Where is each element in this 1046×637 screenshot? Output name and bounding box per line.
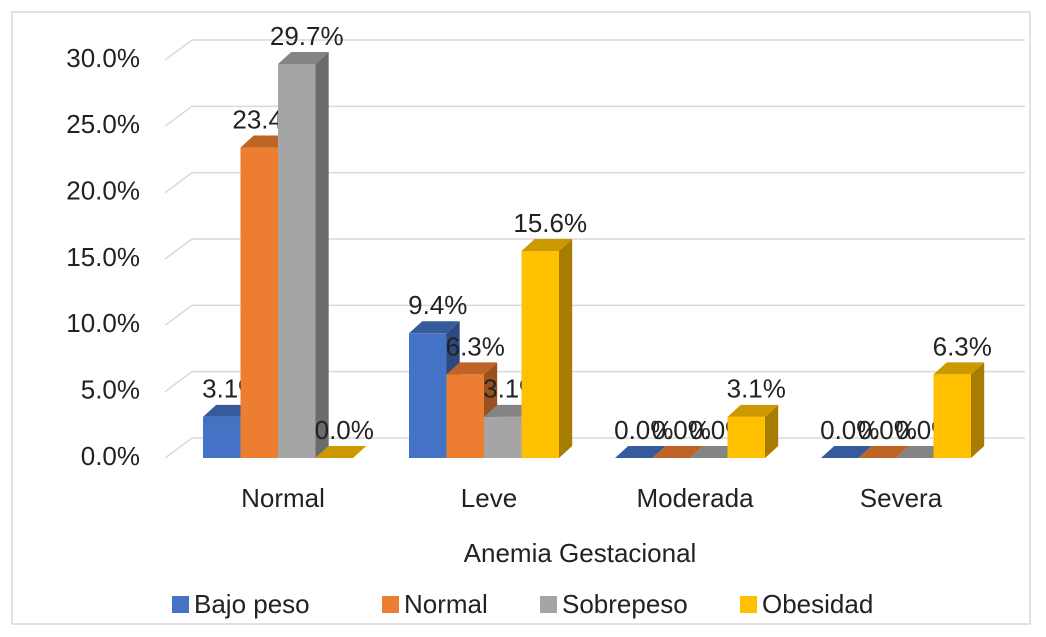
bar-top — [409, 321, 460, 334]
data-label: 0.0% — [858, 415, 917, 445]
grid-line — [164, 370, 1025, 393]
bar — [727, 416, 765, 458]
bar-top — [521, 239, 573, 252]
data-label: 6.3% — [933, 331, 992, 361]
x-tick-label: Severa — [860, 483, 943, 513]
grid-line — [164, 304, 1025, 326]
bar — [409, 333, 447, 458]
y-tick-label: 0.0% — [81, 441, 140, 471]
bar-side — [971, 362, 985, 458]
y-tick-label: 20.0% — [66, 176, 140, 206]
legend-label: Sobrepeso — [562, 589, 688, 619]
legend-label: Bajo peso — [194, 589, 310, 619]
data-label: 9.4% — [408, 290, 467, 320]
legend-label: Obesidad — [762, 589, 873, 619]
y-tick-label: 25.0% — [66, 109, 140, 139]
grid-line — [164, 171, 1025, 194]
data-label: 15.6% — [513, 208, 587, 238]
legend-swatch — [172, 596, 189, 613]
data-label: 0.0% — [820, 415, 879, 445]
bar-top — [933, 362, 985, 375]
bar-top — [278, 51, 329, 64]
x-tick-label: Leve — [461, 483, 517, 513]
bar — [933, 374, 971, 458]
legend-swatch — [382, 596, 399, 613]
grid-line — [164, 238, 1025, 260]
data-label: 29.7% — [270, 21, 344, 51]
bar-side — [559, 239, 573, 458]
legend-swatch — [540, 596, 557, 613]
grid-line — [164, 105, 1025, 127]
bar-top — [446, 362, 498, 375]
legend-label: Normal — [404, 589, 488, 619]
legend-swatch — [740, 596, 757, 613]
bar-top — [858, 446, 910, 458]
data-label: 0.0% — [614, 415, 673, 445]
bar — [484, 416, 522, 458]
bar — [278, 63, 316, 458]
x-axis-title: Anemia Gestacional — [464, 538, 697, 568]
bar-top — [652, 446, 704, 458]
bar-top — [821, 446, 872, 458]
data-label: 3.1% — [727, 374, 786, 404]
bar-top — [615, 446, 666, 458]
bar-top — [315, 446, 367, 458]
bar — [240, 147, 278, 458]
grid-line — [164, 39, 1025, 61]
x-tick-label: Moderada — [636, 483, 754, 513]
y-tick-label: 5.0% — [81, 375, 140, 405]
y-tick-label: 10.0% — [66, 308, 140, 338]
x-tick-label: Normal — [241, 483, 325, 513]
data-label: 0.0% — [652, 415, 711, 445]
bar-side — [765, 404, 779, 458]
y-tick-label: 15.0% — [66, 242, 140, 272]
bar-top — [727, 404, 779, 417]
data-label: 6.3% — [446, 331, 505, 361]
chart-border — [11, 11, 1031, 625]
bar — [521, 251, 559, 458]
bar-side — [315, 51, 329, 458]
bar — [446, 374, 484, 458]
bar — [203, 416, 241, 458]
y-tick-label: 30.0% — [66, 43, 140, 73]
data-label: 0.0% — [315, 415, 374, 445]
